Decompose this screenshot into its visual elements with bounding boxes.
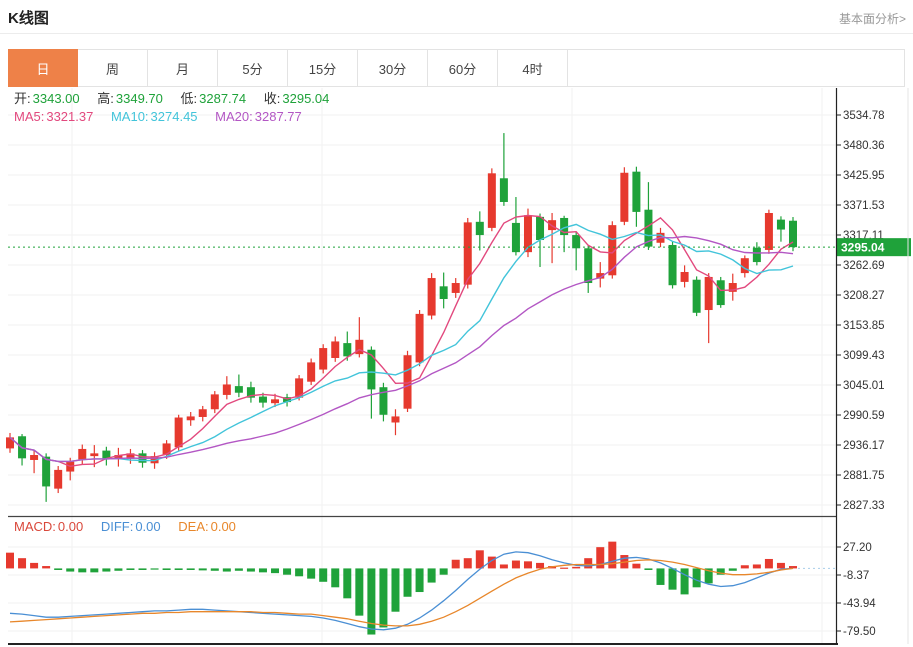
tab-month[interactable]: 月 <box>148 49 218 87</box>
high-value: 3349.70 <box>115 91 163 106</box>
tab-60min[interactable]: 60分 <box>428 49 498 87</box>
page-title: K线图 <box>8 10 49 27</box>
diff-label: DIFF: <box>100 519 134 534</box>
page-header: K线图 基本面分析> <box>0 0 913 34</box>
open-label: 开: <box>14 91 31 106</box>
tab-4hour[interactable]: 4时 <box>498 49 568 87</box>
tab-5min[interactable]: 5分 <box>218 49 288 87</box>
ma20-label: MA20: <box>215 109 253 124</box>
tab-15min[interactable]: 15分 <box>288 49 358 87</box>
diff-value: 0.00 <box>135 519 161 534</box>
svg-text:-43.94: -43.94 <box>843 598 876 610</box>
interval-tab-bar: 日 周 月 5分 15分 30分 60分 4时 <box>8 49 905 87</box>
svg-text:3262.69: 3262.69 <box>843 260 885 272</box>
svg-text:3208.27: 3208.27 <box>843 290 885 302</box>
svg-text:-79.50: -79.50 <box>843 626 876 638</box>
ma10-value: 3274.45 <box>150 109 198 124</box>
ma10-label: MA10: <box>110 109 149 124</box>
svg-text:2827.33: 2827.33 <box>843 500 885 512</box>
svg-text:3480.36: 3480.36 <box>843 140 885 152</box>
macd-value: 0.00 <box>57 519 84 534</box>
tab-week[interactable]: 周 <box>78 49 148 87</box>
low-value: 3287.74 <box>199 91 247 106</box>
high-label: 高: <box>97 91 114 106</box>
close-value: 3295.04 <box>282 91 330 106</box>
tab-30min[interactable]: 30分 <box>358 49 428 87</box>
dea-label: DEA: <box>178 519 209 534</box>
svg-text:27.20: 27.20 <box>843 542 872 554</box>
svg-text:3371.53: 3371.53 <box>843 200 885 212</box>
svg-text:-8.37: -8.37 <box>843 570 869 582</box>
ma-readout: MA5: 3321.37 MA10: 3274.45 MA20: 3287.77 <box>14 109 304 125</box>
close-label: 收: <box>263 91 281 106</box>
svg-text:2936.17: 2936.17 <box>843 440 885 452</box>
svg-text:3534.78: 3534.78 <box>843 110 885 122</box>
svg-text:3425.95: 3425.95 <box>843 170 885 182</box>
tab-day[interactable]: 日 <box>8 49 78 87</box>
svg-text:3153.85: 3153.85 <box>843 320 885 332</box>
svg-text:2990.59: 2990.59 <box>843 410 885 422</box>
macd-label: MACD: <box>14 519 56 534</box>
tab-bar-filler <box>568 49 905 87</box>
ma5-value: 3321.37 <box>46 109 94 124</box>
ohlc-readout: 开: 3343.00 高: 3349.70 低: 3287.74 收: 3295.04 <box>14 91 331 107</box>
ma20-value: 3287.77 <box>254 109 302 124</box>
low-label: 低: <box>180 91 198 106</box>
svg-text:3295.04: 3295.04 <box>841 241 885 255</box>
dea-value: 0.00 <box>210 519 236 534</box>
macd-readout: MACD: 0.00 DIFF: 0.00 DEA: 0.00 <box>14 519 238 535</box>
open-value: 3343.00 <box>32 91 80 106</box>
ma5-label: MA5: <box>14 109 45 124</box>
svg-text:3045.01: 3045.01 <box>843 380 885 392</box>
svg-text:3099.43: 3099.43 <box>843 350 885 362</box>
svg-text:2881.75: 2881.75 <box>843 470 885 482</box>
fundamental-analysis-link[interactable]: 基本面分析> <box>838 12 906 26</box>
